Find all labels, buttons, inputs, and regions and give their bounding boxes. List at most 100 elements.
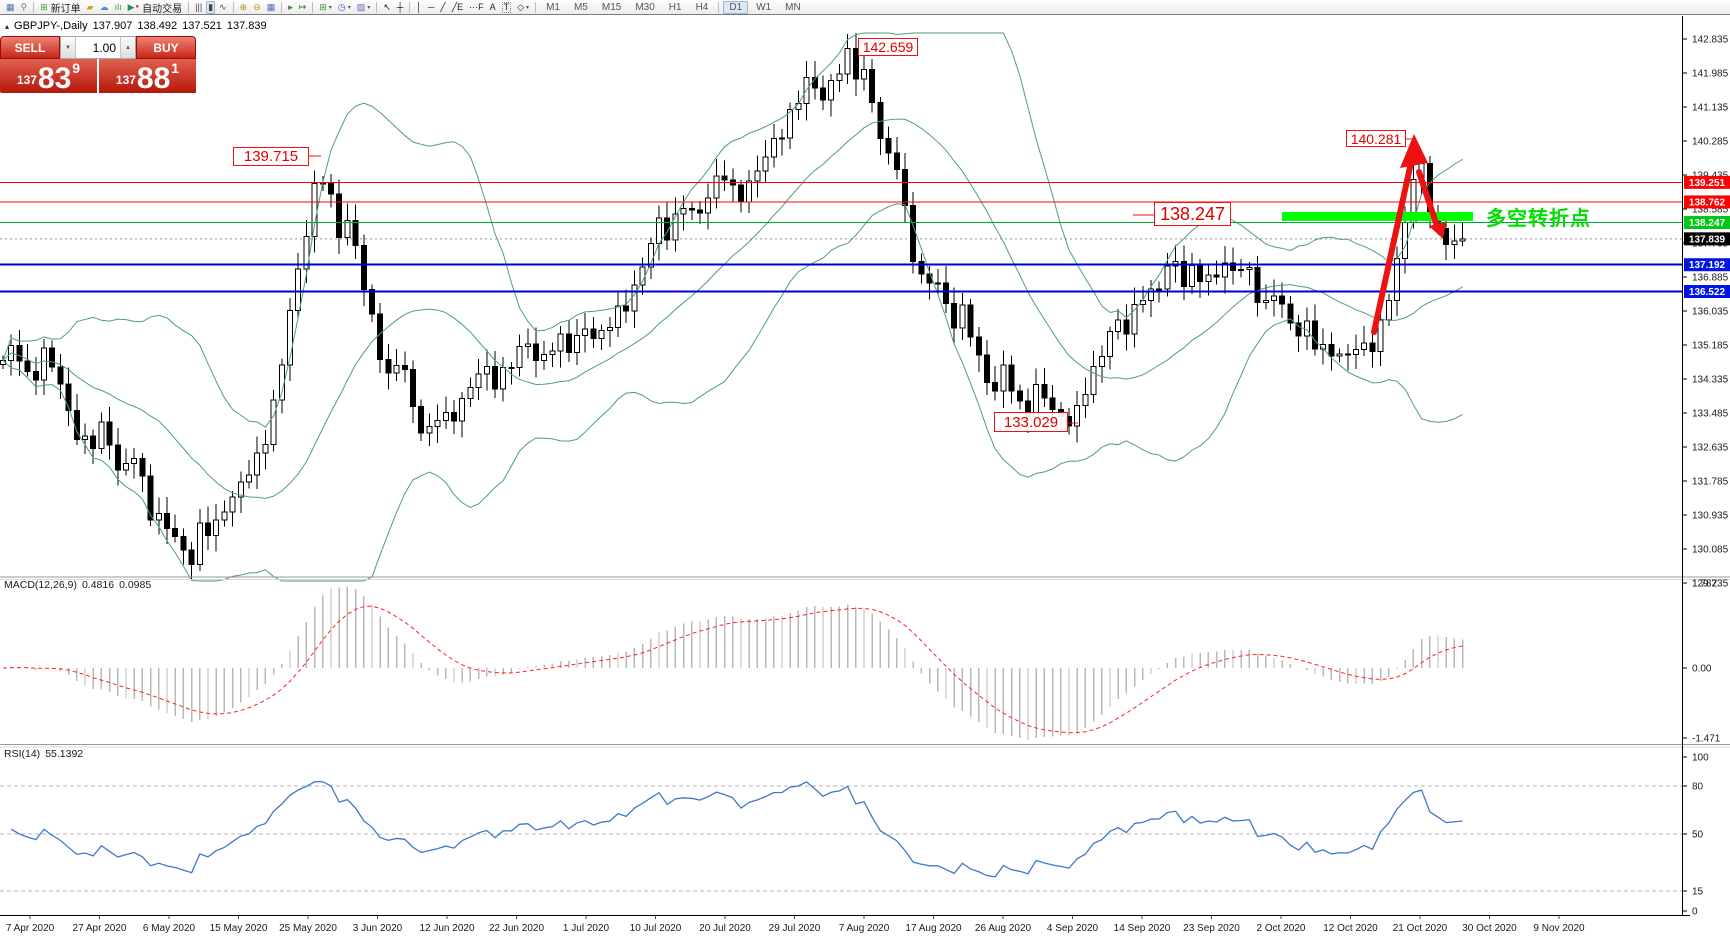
toolbar-separator (376, 1, 378, 13)
ohlc-close: 137.839 (226, 20, 267, 32)
date-axis-label: 27 Apr 2020 (73, 923, 127, 934)
trendline-icon[interactable]: ╱ (440, 1, 446, 12)
date-axis-label: 12 Oct 2020 (1323, 923, 1378, 934)
date-axis-label: 15 May 2020 (210, 923, 268, 934)
bar-chart-icon[interactable]: ||| (195, 1, 203, 12)
volume-down-button[interactable]: ▼ (61, 37, 76, 58)
toolbar-separator (33, 1, 35, 13)
svg-text:142.835: 142.835 (1692, 35, 1729, 46)
timeframe-m5[interactable]: M5 (573, 1, 588, 13)
line-chart-icon[interactable]: ∿ (219, 1, 227, 12)
svg-text:1.787: 1.787 (1692, 579, 1717, 590)
svg-text:138.247: 138.247 (1689, 218, 1726, 229)
timeframe-w1[interactable]: W1 (756, 1, 772, 13)
date-axis-label: 4 Sep 2020 (1047, 923, 1099, 934)
svg-text:134.335: 134.335 (1692, 375, 1729, 386)
buy-price[interactable]: 137 88 1 (99, 59, 196, 95)
zoom-in-icon[interactable]: ⊕ (239, 1, 248, 12)
chart-shift-icon[interactable]: ↦ (298, 1, 307, 12)
symbol-ohlc-line: ▴ GBPJPY-,Daily 137.907 138.492 137.521 … (5, 20, 267, 32)
date-axis-label: 30 Oct 2020 (1462, 923, 1517, 934)
buy-price-sup: 1 (171, 60, 180, 76)
toolbar-separator (535, 1, 537, 13)
svg-text:139.251: 139.251 (1689, 178, 1726, 189)
market-watch-icon[interactable]: ⚲ (20, 1, 28, 12)
ohlc-high: 138.492 (137, 20, 178, 32)
date-axis-label: 3 Jun 2020 (353, 923, 403, 934)
zoom-out-icon[interactable]: ⊖ (253, 1, 261, 12)
cursor-icon[interactable]: ↖ (383, 1, 391, 12)
text-label-icon[interactable]: T (501, 1, 512, 13)
svg-text:133.485: 133.485 (1692, 409, 1729, 420)
date-axis-label: 17 Aug 2020 (905, 923, 962, 934)
timeframe-m1[interactable]: M1 (546, 1, 560, 13)
sell-button[interactable]: SELL (0, 36, 60, 59)
price-annotation-box: 138.247 (1154, 202, 1231, 226)
macd-name: MACD(12,26,9) (4, 579, 77, 591)
candlestick-chart-icon[interactable]: ▮ (206, 0, 216, 14)
text-icon[interactable]: A (489, 1, 496, 12)
date-axis-label: 12 Jun 2020 (419, 923, 474, 934)
timeframe-h1[interactable]: H1 (668, 1, 682, 13)
svg-text:0.00: 0.00 (1692, 664, 1712, 675)
date-axis-label: 7 Aug 2020 (839, 923, 890, 934)
svg-text:141.135: 141.135 (1692, 103, 1729, 114)
deposit-icon[interactable]: ▰ (86, 1, 94, 12)
timeframe-h4[interactable]: H4 (695, 1, 709, 13)
chart-window-icon[interactable]: ▦ (6, 1, 15, 12)
sell-price-sup: 9 (72, 60, 81, 76)
svg-text:135.185: 135.185 (1692, 341, 1729, 352)
volume-input[interactable]: 1.00 (92, 40, 116, 55)
date-axis-label: 21 Oct 2020 (1393, 923, 1448, 934)
price-annotation-box: 133.029 (994, 412, 1068, 432)
volume-up-button[interactable]: ▲ (120, 37, 135, 58)
date-axis-label: 14 Sep 2020 (1114, 923, 1171, 934)
price-annotation-box: 139.715 (233, 147, 309, 166)
sell-price-prefix: 137 (16, 73, 37, 87)
svg-text:100: 100 (1692, 753, 1709, 764)
svg-text:136.035: 136.035 (1692, 307, 1729, 318)
signals-icon[interactable]: ılı (114, 1, 122, 12)
timeframe-d1[interactable]: D1 (723, 0, 749, 14)
symbol-name: GBPJPY-,Daily (14, 20, 88, 32)
equidistant-channel-icon[interactable]: ╱E (451, 1, 464, 12)
tile-windows-icon[interactable]: ▦ (266, 1, 276, 12)
buy-button[interactable]: BUY (136, 36, 196, 59)
mql5-cloud-icon[interactable]: ☁ (99, 1, 109, 12)
horizontal-line-icon[interactable]: ─ (427, 1, 435, 12)
new-order-icon[interactable]: ⊞ 新订单 (40, 1, 81, 15)
timeframe-m15[interactable]: M15 (601, 1, 622, 13)
timeframe-mn[interactable]: MN (785, 1, 801, 13)
svg-text:138.585: 138.585 (1692, 205, 1729, 216)
turning-point-note: 多空转折点 (1486, 206, 1591, 230)
autotrading-icon-badge: ● (135, 4, 140, 10)
date-axis-label: 26 Aug 2020 (975, 923, 1032, 934)
periods-icon[interactable]: ◷ ▾ (337, 1, 351, 12)
vertical-line-icon[interactable]: │ (416, 1, 422, 12)
autotrading-icon[interactable]: ▶ ● 自动交易 (127, 1, 183, 15)
svg-text:136.885: 136.885 (1692, 273, 1729, 284)
svg-text:0: 0 (1692, 907, 1698, 918)
svg-text:-1.471: -1.471 (1692, 734, 1721, 745)
one-click-toggle-icon[interactable]: ▴ (5, 21, 10, 31)
macd-value: 0.4816 (81, 579, 115, 591)
templates-icon[interactable]: ▨ ▾ (356, 1, 371, 12)
buy-price-big: 88 (136, 62, 171, 95)
crosshair-icon[interactable]: ┼ (396, 1, 404, 12)
arrows-icon[interactable]: ◇ ▾ (517, 1, 530, 12)
toolbar-separator (188, 1, 190, 13)
svg-text:137.735: 137.735 (1692, 239, 1729, 250)
main-toolbar: ▦ ⚲ ⊞ 新订单 ▰ ☁ ılı ▶ ● 自动交易 ||| ▮ ∿ ⊕ ⊖ ▦ ▸ ↦ ⊞ ▾ ◷ ▾ ▨ ▾ ↖ ┼ │ ─ ╱ ╱E… (0, 0, 1730, 15)
rsi-name: RSI(14) (4, 748, 41, 760)
indicators-icon[interactable]: ⊞ ▾ (319, 1, 332, 12)
svg-text:137.839: 137.839 (1689, 234, 1726, 245)
timeframe-m30[interactable]: M30 (635, 1, 655, 13)
toolbar-separator (281, 1, 283, 13)
chart-area[interactable]: 142.835 141.985 141.135 140.285 139.435 138.5… (0, 15, 1730, 939)
auto-scroll-icon[interactable]: ▸ (288, 1, 293, 12)
fibonacci-icon[interactable]: ⋯F (469, 1, 484, 12)
toolbar-separator (409, 1, 411, 13)
sell-price[interactable]: 137 83 9 (0, 59, 97, 94)
svg-text:130.085: 130.085 (1692, 545, 1729, 556)
